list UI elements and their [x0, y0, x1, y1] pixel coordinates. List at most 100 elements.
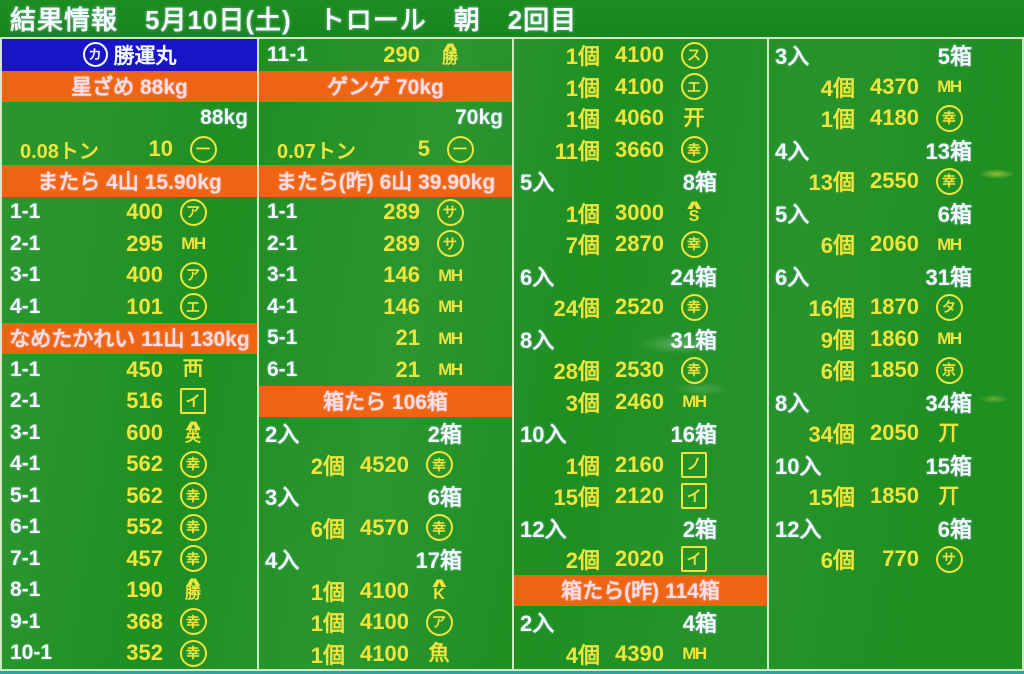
buyer-mark-char: 幸 [942, 110, 956, 126]
piece-count: 6個 [820, 233, 855, 258]
buyer-mark: 一 [446, 135, 474, 163]
buyer-mark-char: 幸 [186, 456, 200, 473]
vessel-mark-icon: カ [82, 42, 108, 68]
price-value: 1870 [870, 294, 919, 319]
buyer-mark: MH [937, 330, 962, 347]
buyer-mark: イ [180, 388, 206, 415]
species-row: またら 4山 15.90kg [2, 165, 257, 197]
buyer-mark: 一 [189, 135, 217, 163]
lot-row: 2-1 516 イ [2, 386, 257, 418]
board-column: 3入 5箱 4個 4370 MH 1個 4180 幸 4入 13箱 13個 2550 幸 5入 6箱 6個 20… [767, 39, 1022, 669]
price-value: 4180 [870, 105, 919, 130]
buyer-mark: MH [937, 78, 962, 95]
piece-count: 1個 [565, 44, 600, 69]
buyer-mark-char: ア [432, 614, 446, 630]
page-title: 結果情報 5月10日(土) トロール 朝 2回目 [10, 5, 578, 35]
board-column: カ勝運丸 星ざめ 88kg 88kg 0.08トン 10 一またら 4山 15.90kg 1… [2, 39, 257, 669]
piece-row: 28個 2530 幸 [514, 354, 767, 386]
piece-count: 4個 [820, 75, 855, 101]
pack-row: 5入 6箱 [769, 197, 1022, 229]
piece-row: 1個 4060 开 [514, 102, 767, 134]
piece-row: 3個 2460 MH [514, 386, 767, 418]
piece-count: 15個 [808, 485, 855, 510]
piece-row: 6個 4570 幸 [259, 512, 512, 544]
buyer-mark-char: イ [686, 487, 702, 505]
buyer-mark: S [689, 201, 700, 225]
buyer-mark-char: 勝 [184, 585, 201, 603]
buyer-mark: MH [682, 393, 707, 410]
piece-count: 1個 [310, 611, 345, 636]
piece-row: 1個 4100 K [259, 575, 512, 607]
buyer-mark-char: 幸 [942, 173, 956, 189]
price-value: 4570 [360, 514, 409, 540]
buyer-mark: 幸 [425, 451, 453, 478]
buyer-mark: MH [438, 297, 463, 317]
lot-id: 2-1 [10, 389, 41, 413]
piece-row: 6個 1850 京 [769, 354, 1022, 386]
buyer-mark-char: 幸 [186, 550, 200, 567]
buyer-mark-char: サ [443, 204, 457, 221]
species-row: ゲンゲ 70kg [259, 70, 512, 102]
buyer-mark-char: 幸 [432, 456, 446, 473]
auction-value: 146 [383, 262, 420, 288]
piece-row: 15個 1850 丌 [769, 480, 1022, 512]
buyer-mark-char: 幸 [186, 519, 200, 536]
box-count-label: 4箱 [682, 611, 717, 636]
piece-count: 1個 [565, 107, 600, 132]
box-count-label: 13箱 [925, 138, 972, 164]
buyer-mark-char: 幸 [687, 362, 701, 378]
lot-row: 6-1 21 MH [259, 354, 512, 386]
piece-count: 1個 [820, 107, 855, 132]
lot-row: 1-1 289 サ [259, 197, 512, 229]
buyer-mark: 丌 [939, 423, 960, 444]
piece-count: 4個 [565, 642, 600, 668]
buyer-mark-char: MH [438, 265, 463, 285]
pack-size-label: 12入 [520, 516, 567, 542]
pack-size-label: 5入 [775, 201, 810, 227]
buyer-mark: ア [425, 608, 453, 636]
tons-row: 0.07トン 5 一 [259, 134, 512, 166]
buyer-mark: 襾 [183, 359, 204, 380]
buyer-mark: 丌 [939, 486, 960, 507]
piece-count: 1個 [310, 579, 345, 605]
vessel-mark-char: カ [88, 47, 102, 63]
price-value: 1850 [870, 483, 919, 508]
lot-row: 2-1 295 MH [2, 228, 257, 260]
buyer-mark: 幸 [680, 356, 708, 384]
price-value: 3000 [615, 199, 664, 225]
buyer-mark-char: サ [443, 235, 457, 252]
auction-value: 457 [126, 545, 163, 571]
buyer-mark-char: イ [185, 392, 201, 410]
buyer-mark: 京 [935, 356, 963, 384]
pack-row: 5入 8箱 [514, 165, 767, 197]
tonnage-label: 0.08トン [20, 140, 99, 163]
buyer-mark: 幸 [935, 104, 963, 132]
buyer-mark-char: 英 [184, 427, 201, 445]
auction-value: 21 [395, 325, 420, 351]
buyer-mark-char: MH [438, 297, 463, 317]
price-value: 3660 [615, 136, 664, 162]
buyer-mark: ア [179, 261, 207, 289]
price-value: 4520 [360, 451, 409, 477]
auction-value: 450 [126, 356, 163, 382]
buyer-mark: サ [935, 545, 963, 573]
auction-value: 552 [126, 514, 163, 540]
buyer-mark-char: 一 [196, 141, 210, 158]
piece-count: 6個 [820, 548, 855, 573]
empty-row [769, 606, 1022, 638]
piece-row: 2個 4520 幸 [259, 449, 512, 481]
buyer-mark-char: 襾 [182, 358, 204, 382]
pack-row: 2入 2箱 [259, 417, 512, 449]
pack-row: 4入 17箱 [259, 543, 512, 575]
buyer-mark-char: エ [186, 298, 200, 315]
lot-id: 6-1 [267, 357, 298, 381]
lot-id: 1-1 [10, 357, 41, 381]
species-header-label: 箱たら(昨) 114箱 [561, 580, 720, 604]
lot-row: 2-1 289 サ [259, 228, 512, 260]
tons-row: 0.08トン 10 一 [2, 134, 257, 166]
auction-value: 101 [126, 293, 163, 319]
piece-row: 1個 4100 ア [259, 606, 512, 638]
lot-id: 5-1 [267, 326, 298, 350]
price-value: 2060 [870, 231, 919, 256]
